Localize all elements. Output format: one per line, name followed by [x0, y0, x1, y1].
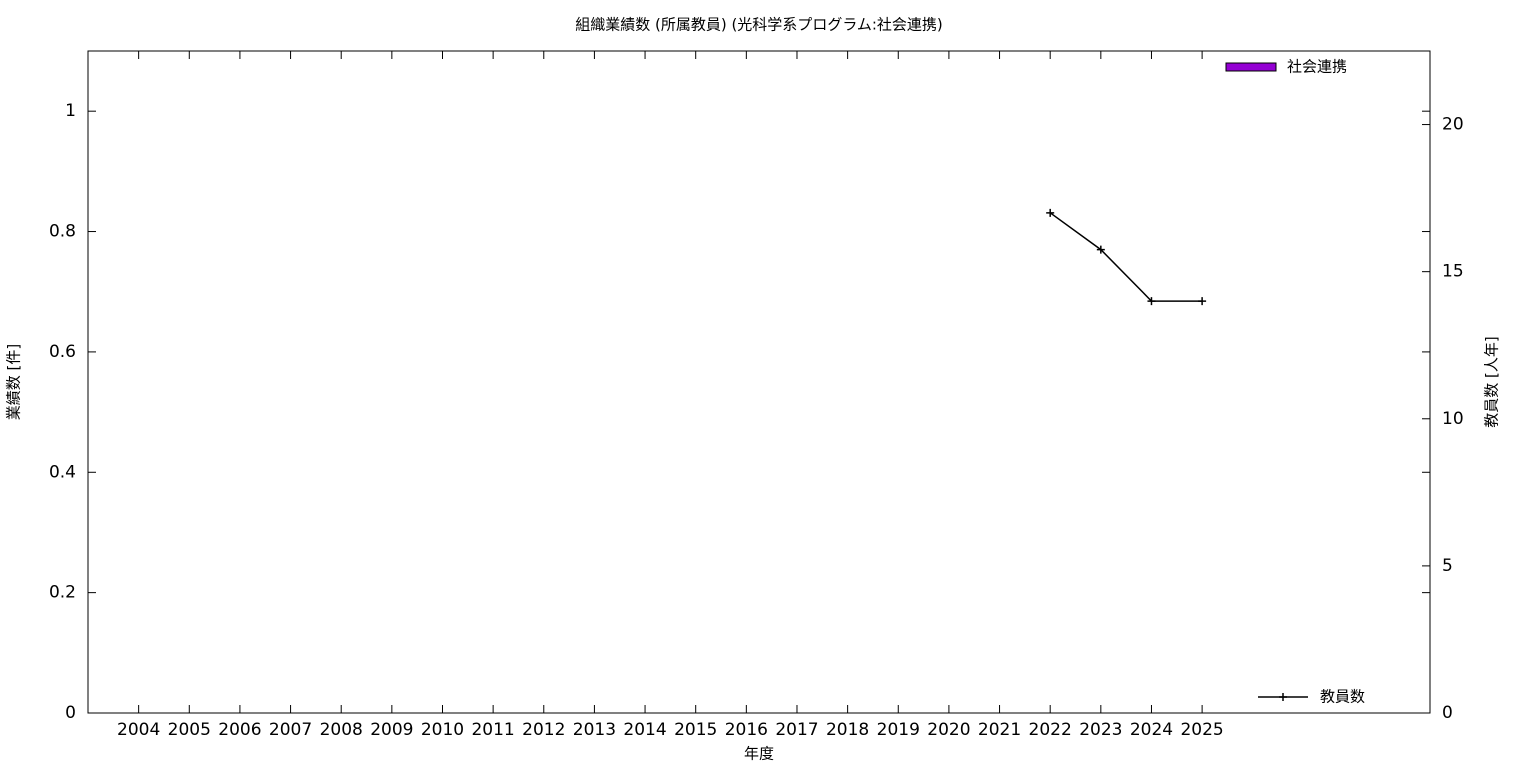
y-tick-label: 1 [65, 101, 76, 121]
x-tick-label: 2010 [421, 720, 464, 740]
x-tick-label: 2004 [117, 720, 160, 740]
x-tick-label: 2024 [1130, 720, 1173, 740]
y2-tick-label: 0 [1442, 703, 1453, 723]
y-tick-label: 0.6 [49, 342, 76, 362]
point [1096, 245, 1105, 254]
point [1198, 297, 1207, 306]
x-tick-label: 2019 [877, 720, 920, 740]
line [1049, 212, 1203, 302]
x-tick-label: 2008 [320, 720, 363, 740]
x-axis-label: 年度 [744, 745, 774, 763]
x-tick-label: 2016 [725, 720, 768, 740]
x-tick-label: 2014 [623, 720, 666, 740]
x-tick-label: 2023 [1079, 720, 1122, 740]
x-tick-label: 2011 [471, 720, 514, 740]
x-tick-label: 2012 [522, 720, 565, 740]
x-tick-label: 2022 [1029, 720, 1072, 740]
x-tick-label: 2009 [370, 720, 413, 740]
x-tick-label: 2005 [168, 720, 211, 740]
y-axis-label: 業績数 [件] [5, 344, 23, 420]
y2-tick-label: 10 [1442, 409, 1464, 429]
point [1046, 208, 1055, 217]
legend-label: 社会連携 [1287, 58, 1347, 76]
x-tick-label: 2013 [573, 720, 616, 740]
x-tick-label: 2021 [978, 720, 1021, 740]
y2-tick-label: 5 [1442, 556, 1453, 576]
point [1147, 297, 1156, 306]
legend-swatch [1225, 62, 1277, 72]
plot-frame [87, 50, 1431, 714]
legend-label: 教員数 [1320, 688, 1365, 706]
y-tick-label: 0.2 [49, 583, 76, 603]
y2-tick-label: 15 [1442, 262, 1464, 282]
y2-axis-label: 教員数 [人年] [1483, 336, 1501, 427]
legend-point [1279, 693, 1287, 701]
x-tick-label: 2025 [1180, 720, 1223, 740]
x-tick-label: 2018 [826, 720, 869, 740]
x-tick-label: 2017 [775, 720, 818, 740]
x-tick-label: 2020 [927, 720, 970, 740]
x-tick-label: 2006 [218, 720, 261, 740]
y2-tick-label: 20 [1442, 115, 1464, 135]
chart-title: 組織業績数 (所属教員) (光科学系プログラム:社会連携) [575, 16, 943, 34]
x-tick-label: 2015 [674, 720, 717, 740]
y-tick-label: 0.8 [49, 222, 76, 242]
x-tick-label: 2007 [269, 720, 312, 740]
y-tick-label: 0.4 [49, 462, 76, 482]
y-tick-label: 0 [65, 703, 76, 723]
